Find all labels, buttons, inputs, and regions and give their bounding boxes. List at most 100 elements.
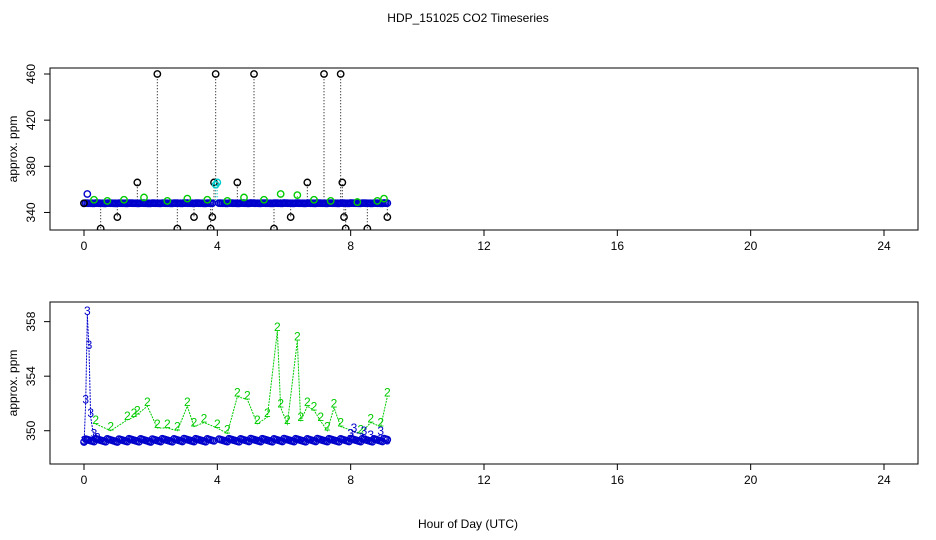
y-tick-label: 460 — [24, 64, 38, 84]
data-label-green: 2 — [294, 330, 301, 344]
data-label-blue: 3 — [94, 431, 101, 445]
data-point-black — [363, 224, 372, 230]
series-line-blue — [350, 431, 388, 445]
x-axis-label: Hour of Day (UTC) — [418, 517, 518, 531]
data-label-blue: 3 — [82, 392, 89, 406]
series-line-blue — [83, 314, 98, 445]
data-point-green — [293, 191, 302, 200]
data-point-black — [303, 178, 312, 187]
data-label-green: 2 — [164, 417, 171, 431]
data-point-green — [120, 195, 128, 204]
y-tick-label: 350 — [24, 420, 38, 440]
series-line-green — [95, 331, 388, 435]
y-tick-label: 354 — [24, 366, 38, 386]
data-label-blue: 3 — [384, 433, 391, 447]
data-label-green: 2 — [311, 399, 318, 413]
y-tick-label: 340 — [24, 202, 38, 222]
data-point-black — [206, 224, 215, 230]
data-label-green: 2 — [191, 416, 198, 430]
data-label-blue: 3 — [91, 427, 98, 441]
data-point-green — [163, 197, 172, 205]
y-tick-label: 358 — [24, 311, 38, 331]
data-label-green: 2 — [274, 320, 281, 334]
data-label-green: 2 — [154, 417, 161, 431]
data-label-green: 2 — [131, 406, 138, 420]
data-point-black — [336, 70, 345, 78]
data-point-black — [133, 178, 142, 187]
data-point-black — [320, 70, 328, 78]
data-label-blue: 3 — [347, 427, 354, 441]
y-tick-label: 380 — [24, 156, 38, 176]
data-point-black — [113, 213, 122, 221]
data-label-green: 2 — [244, 388, 251, 402]
data-label-green: 2 — [201, 412, 208, 426]
x-tick-label: 16 — [611, 473, 625, 487]
x-tick-label: 4 — [214, 473, 221, 487]
data-point-black — [153, 70, 162, 78]
x-tick-label: 0 — [81, 473, 88, 487]
data-label-green: 2 — [174, 420, 181, 434]
x-tick-label: 12 — [477, 473, 491, 487]
data-label-green: 2 — [144, 395, 151, 409]
x-tick-label: 20 — [744, 473, 758, 487]
data-label-blue: 3 — [351, 421, 358, 435]
data-point-green — [380, 194, 388, 203]
data-point-black — [173, 224, 182, 230]
data-label-blue: 3 — [361, 424, 368, 438]
data-label-green: 2 — [357, 422, 364, 436]
data-point-black — [190, 213, 198, 221]
data-point-black — [383, 213, 392, 221]
data-point-black — [96, 224, 105, 230]
data-point-green — [90, 195, 98, 204]
data-point-green — [310, 195, 318, 204]
data-point-black — [211, 70, 220, 78]
data-point-green — [260, 195, 268, 204]
x-tick-label: 0 — [81, 239, 88, 253]
data-point-green — [103, 197, 112, 205]
data-label-green: 2 — [384, 386, 391, 400]
data-label-blue: 3 — [87, 406, 94, 420]
data-label-green: 2 — [297, 410, 304, 424]
x-tick-label: 20 — [744, 239, 758, 253]
data-point-cyan — [213, 178, 222, 187]
data-label-green: 2 — [224, 422, 231, 436]
x-tick-label: 8 — [347, 473, 354, 487]
data-label-green: 2 — [331, 397, 338, 411]
data-point-black — [208, 213, 217, 221]
data-point-black — [270, 224, 278, 230]
x-tick-label: 4 — [214, 239, 221, 253]
data-point-green — [240, 193, 248, 202]
data-point-green — [203, 195, 212, 204]
data-label-green: 2 — [107, 420, 114, 434]
data-label-green: 2 — [304, 395, 311, 409]
x-tick-label: 24 — [877, 239, 891, 253]
x-tick-label: 24 — [877, 473, 891, 487]
y-tick-label: 420 — [24, 110, 38, 130]
data-label-blue: 3 — [84, 304, 91, 318]
y-axis-label: approx. ppm — [6, 350, 20, 417]
y-axis-label: approx. ppm — [6, 116, 20, 183]
data-point-green — [276, 190, 285, 198]
data-point-black — [340, 213, 348, 221]
data-label-green: 2 — [284, 413, 291, 427]
data-label-blue: 3 — [377, 424, 384, 438]
data-label-blue: 3 — [81, 433, 88, 447]
data-point-black — [233, 178, 242, 187]
data-point-black — [338, 178, 347, 187]
data-label-green: 2 — [214, 417, 221, 431]
data-label-blue: 3 — [367, 428, 374, 442]
data-label-green: 2 — [134, 403, 141, 417]
data-label-green: 2 — [367, 412, 374, 426]
x-tick-label: 8 — [347, 239, 354, 253]
panel-top: 0 4 8 12 16 20 24 340 380 420 460 approx. ppm — [6, 64, 919, 253]
data-label-green: 2 — [377, 416, 384, 430]
data-point-green — [223, 197, 232, 205]
data-point-green — [326, 197, 335, 205]
data-point-black — [250, 70, 258, 78]
data-point-black — [286, 213, 295, 221]
x-tick-label: 16 — [611, 239, 625, 253]
data-point-green — [353, 198, 362, 206]
data-label-green: 2 — [317, 410, 324, 424]
